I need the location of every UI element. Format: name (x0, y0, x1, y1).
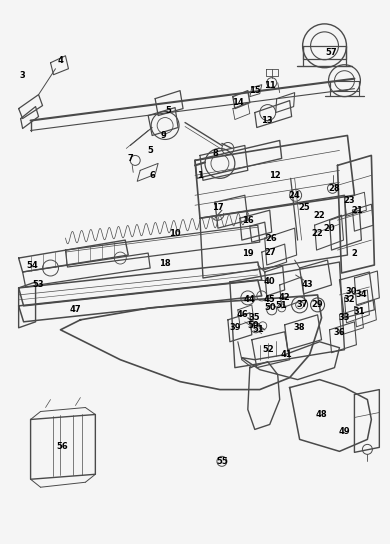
Text: 14: 14 (232, 98, 244, 107)
Text: 52: 52 (262, 345, 274, 354)
Text: 44: 44 (244, 295, 256, 305)
Text: 6: 6 (149, 171, 155, 180)
Text: 8: 8 (212, 149, 218, 158)
Text: 24: 24 (289, 191, 301, 200)
Text: 36: 36 (334, 328, 345, 337)
Text: 26: 26 (266, 233, 278, 243)
Text: 12: 12 (269, 171, 280, 180)
Text: 49: 49 (339, 427, 350, 436)
Text: 48: 48 (316, 410, 327, 419)
Text: 3: 3 (20, 71, 25, 80)
Text: 9: 9 (160, 131, 166, 140)
Text: 7: 7 (128, 154, 133, 163)
Text: 5: 5 (147, 146, 153, 155)
Text: 2: 2 (351, 249, 357, 257)
Text: 20: 20 (324, 224, 335, 233)
Text: 22: 22 (312, 228, 323, 238)
Text: 50: 50 (264, 304, 276, 312)
Text: 57: 57 (326, 48, 337, 57)
Text: 46: 46 (237, 310, 249, 319)
Text: 30: 30 (346, 287, 357, 296)
Text: 1: 1 (197, 171, 203, 180)
Text: 4: 4 (58, 56, 64, 65)
Text: 18: 18 (159, 258, 171, 268)
Text: 19: 19 (242, 249, 254, 257)
Text: 32: 32 (344, 295, 355, 305)
Text: 45: 45 (264, 295, 276, 305)
Text: 21: 21 (351, 206, 363, 215)
Text: 54: 54 (27, 261, 39, 269)
Text: 56: 56 (57, 442, 68, 451)
Text: 41: 41 (281, 350, 292, 359)
Text: 15: 15 (249, 86, 261, 95)
Text: 51: 51 (276, 301, 287, 311)
Text: 55: 55 (216, 457, 228, 466)
Text: 27: 27 (264, 248, 276, 257)
Text: 39: 39 (229, 323, 241, 332)
Text: 13: 13 (261, 116, 273, 125)
Text: 31: 31 (354, 307, 365, 317)
Text: 47: 47 (69, 305, 81, 314)
Text: 38: 38 (294, 323, 305, 332)
Text: 25: 25 (299, 203, 310, 212)
Text: 10: 10 (169, 228, 181, 238)
Text: 5: 5 (165, 106, 171, 115)
Text: 28: 28 (329, 184, 340, 193)
Text: 29: 29 (312, 300, 323, 310)
Text: 17: 17 (212, 203, 224, 212)
Text: 16: 16 (242, 215, 254, 225)
Text: 22: 22 (314, 211, 325, 220)
Text: 35: 35 (249, 313, 261, 323)
Text: 23: 23 (344, 196, 355, 205)
Text: 43: 43 (302, 281, 314, 289)
Text: 51: 51 (252, 325, 264, 335)
Text: 42: 42 (279, 293, 291, 302)
Text: 37: 37 (297, 300, 308, 310)
Text: 34: 34 (356, 290, 367, 299)
Text: 40: 40 (264, 277, 276, 287)
Text: 33: 33 (339, 313, 350, 323)
Text: 50: 50 (247, 322, 259, 330)
Text: 53: 53 (33, 281, 44, 289)
Text: 11: 11 (264, 81, 276, 90)
